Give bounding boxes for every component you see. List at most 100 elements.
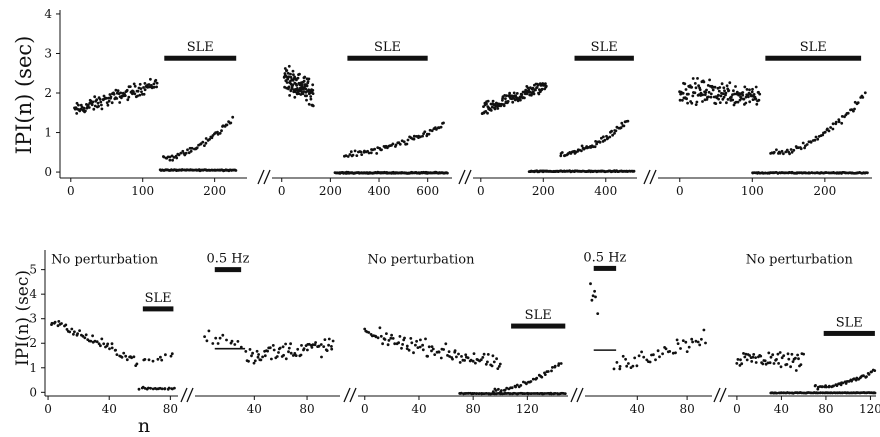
data-point <box>520 93 524 96</box>
data-point <box>622 124 626 128</box>
data-point <box>147 358 151 362</box>
data-point <box>278 346 282 350</box>
data-point <box>405 344 409 348</box>
data-point <box>861 96 865 99</box>
x-tick-label: 200 <box>813 184 836 198</box>
x-tick-label: 200 <box>532 184 555 198</box>
data-point <box>398 335 402 338</box>
panel-bottom-3: 0 40 80 120 No perturbation SLE <box>343 252 568 416</box>
data-point <box>305 84 309 88</box>
data-point <box>381 342 384 346</box>
data-point <box>865 375 868 378</box>
data-point <box>791 360 795 363</box>
y-tick-label: 4 <box>44 7 52 21</box>
data-point <box>423 130 427 134</box>
data-point <box>272 348 276 352</box>
data-point <box>100 103 103 107</box>
data-point <box>784 150 788 154</box>
data-point <box>723 89 726 93</box>
data-point <box>691 77 695 80</box>
data-point <box>159 355 162 359</box>
y-tick-label: 4 <box>29 287 37 301</box>
period-bar <box>164 55 237 61</box>
data-point <box>349 150 353 154</box>
data-point <box>160 358 164 362</box>
data-point <box>282 353 285 357</box>
data-point <box>251 351 255 355</box>
data-point <box>403 336 406 340</box>
panel-bottom-2: 40 80 0.5 Hz <box>180 252 340 416</box>
data-point <box>323 338 327 341</box>
data-point <box>285 69 289 72</box>
axis-break-mark <box>458 169 466 185</box>
data-point <box>99 100 103 104</box>
data-point <box>492 360 496 364</box>
data-point <box>508 392 512 395</box>
period-bar <box>823 330 875 336</box>
data-point <box>415 339 418 343</box>
data-point <box>490 364 494 368</box>
data-point <box>386 343 390 347</box>
data-point <box>751 87 754 91</box>
data-point <box>527 88 531 92</box>
data-point <box>391 337 395 340</box>
data-point <box>143 82 147 85</box>
x-tick-label: 0 <box>676 184 684 198</box>
data-point <box>540 87 544 91</box>
data-point <box>442 121 445 125</box>
period-label: 0.5 Hz <box>206 252 249 267</box>
data-point <box>799 147 803 151</box>
data-point <box>464 353 468 357</box>
data-point <box>747 95 750 99</box>
data-point <box>96 101 100 105</box>
annotation-label: No perturbation <box>746 252 854 267</box>
data-point <box>752 353 756 356</box>
annotation-label: No perturbation <box>51 252 159 267</box>
data-point <box>789 365 792 369</box>
data-point <box>563 392 567 395</box>
data-point <box>236 340 240 343</box>
data-point <box>419 338 422 342</box>
data-point <box>307 102 311 106</box>
period-bar <box>593 265 617 271</box>
x-tick-label: 0 <box>278 184 286 198</box>
data-point <box>834 120 838 124</box>
data-point <box>231 115 235 119</box>
data-point <box>91 100 95 104</box>
data-point <box>216 130 219 134</box>
data-point <box>60 322 63 325</box>
data-point <box>732 103 736 107</box>
data-point <box>720 82 724 86</box>
data-point <box>766 361 770 365</box>
data-point <box>681 98 684 102</box>
data-point <box>427 345 431 349</box>
data-point <box>126 98 130 102</box>
data-point <box>82 106 86 110</box>
data-point <box>707 90 711 94</box>
data-point <box>837 118 841 121</box>
data-point <box>294 354 298 357</box>
data-point <box>156 357 160 361</box>
data-point <box>852 109 855 113</box>
data-point <box>173 386 176 390</box>
data-point <box>614 129 618 133</box>
data-point <box>796 146 800 150</box>
data-point <box>302 347 306 351</box>
data-point <box>164 353 167 357</box>
data-point <box>515 92 519 95</box>
data-point <box>648 360 652 364</box>
y-tick-label: 1 <box>44 126 52 140</box>
data-point <box>471 359 475 363</box>
data-point <box>611 133 614 137</box>
data-point <box>168 155 172 159</box>
axis-break-mark <box>713 387 721 403</box>
data-point <box>373 147 376 151</box>
data-point <box>136 89 140 93</box>
data-point <box>544 82 547 86</box>
data-point <box>615 361 619 364</box>
data-point <box>160 387 164 391</box>
data-point <box>99 344 102 348</box>
data-point <box>190 146 194 150</box>
data-point <box>803 146 806 150</box>
data-point <box>788 152 791 156</box>
